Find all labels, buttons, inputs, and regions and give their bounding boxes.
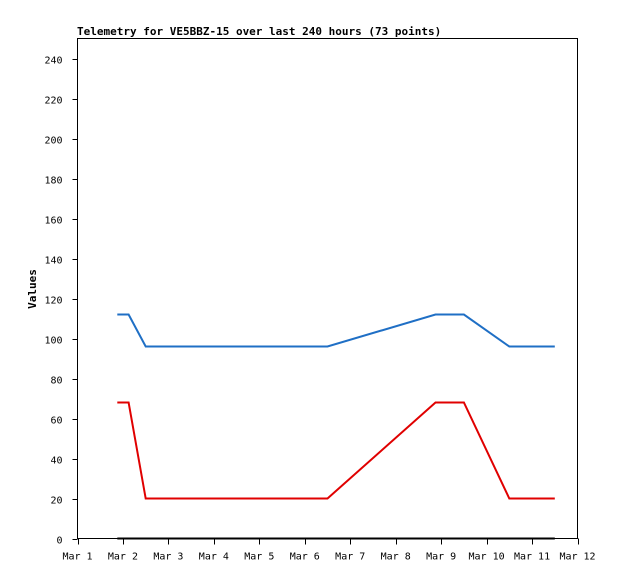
- series-line-2: [117, 401, 555, 500]
- x-tick-label: Mar 3: [153, 552, 183, 563]
- y-tick-label: 180: [44, 176, 62, 187]
- y-axis-label: Values: [26, 269, 39, 309]
- y-tick-label: 80: [50, 376, 62, 387]
- y-tick-label: 240: [44, 56, 62, 67]
- y-tick-label: 40: [50, 456, 62, 467]
- x-tick-label: Mar 10: [469, 552, 505, 563]
- x-tick-label: Mar 4: [199, 552, 229, 563]
- y-tick-label: 120: [44, 296, 62, 307]
- y-tick-label: 160: [44, 216, 62, 227]
- y-tick-label: 140: [44, 256, 62, 267]
- plot-area: [77, 38, 578, 539]
- x-tick-label: Mar 5: [244, 552, 274, 563]
- y-tick-label: 60: [50, 416, 62, 427]
- x-tick-label: Mar 1: [62, 552, 92, 563]
- x-tick-label: Mar 2: [108, 552, 138, 563]
- x-tick-label: Mar 8: [381, 552, 411, 563]
- x-tick-label: Mar 11: [514, 552, 550, 563]
- x-tick-label: Mar 12: [559, 552, 595, 563]
- y-tick-label: 200: [44, 136, 62, 147]
- y-axis: 0 20 40 60 80 100 120 140 160 180 200 220 240: [44, 56, 78, 547]
- x-axis: Mar 1 Mar 2 Mar 3 Mar 4 Mar 5 Mar 6 Mar 7 Mar 8…: [62, 538, 596, 563]
- series-line-1: [117, 313, 555, 348]
- series-layer: [117, 313, 555, 540]
- y-tick-label: 0: [56, 536, 62, 547]
- y-tick-label: 20: [50, 496, 62, 507]
- x-tick-label: Mar 6: [290, 552, 320, 563]
- x-tick-label: Mar 9: [426, 552, 456, 563]
- x-tick-label: Mar 7: [335, 552, 365, 563]
- chart-title: Telemetry for VE5BBZ-15 over last 240 ho…: [77, 25, 441, 38]
- y-tick-label: 220: [44, 96, 62, 107]
- y-tick-label: 100: [44, 336, 62, 347]
